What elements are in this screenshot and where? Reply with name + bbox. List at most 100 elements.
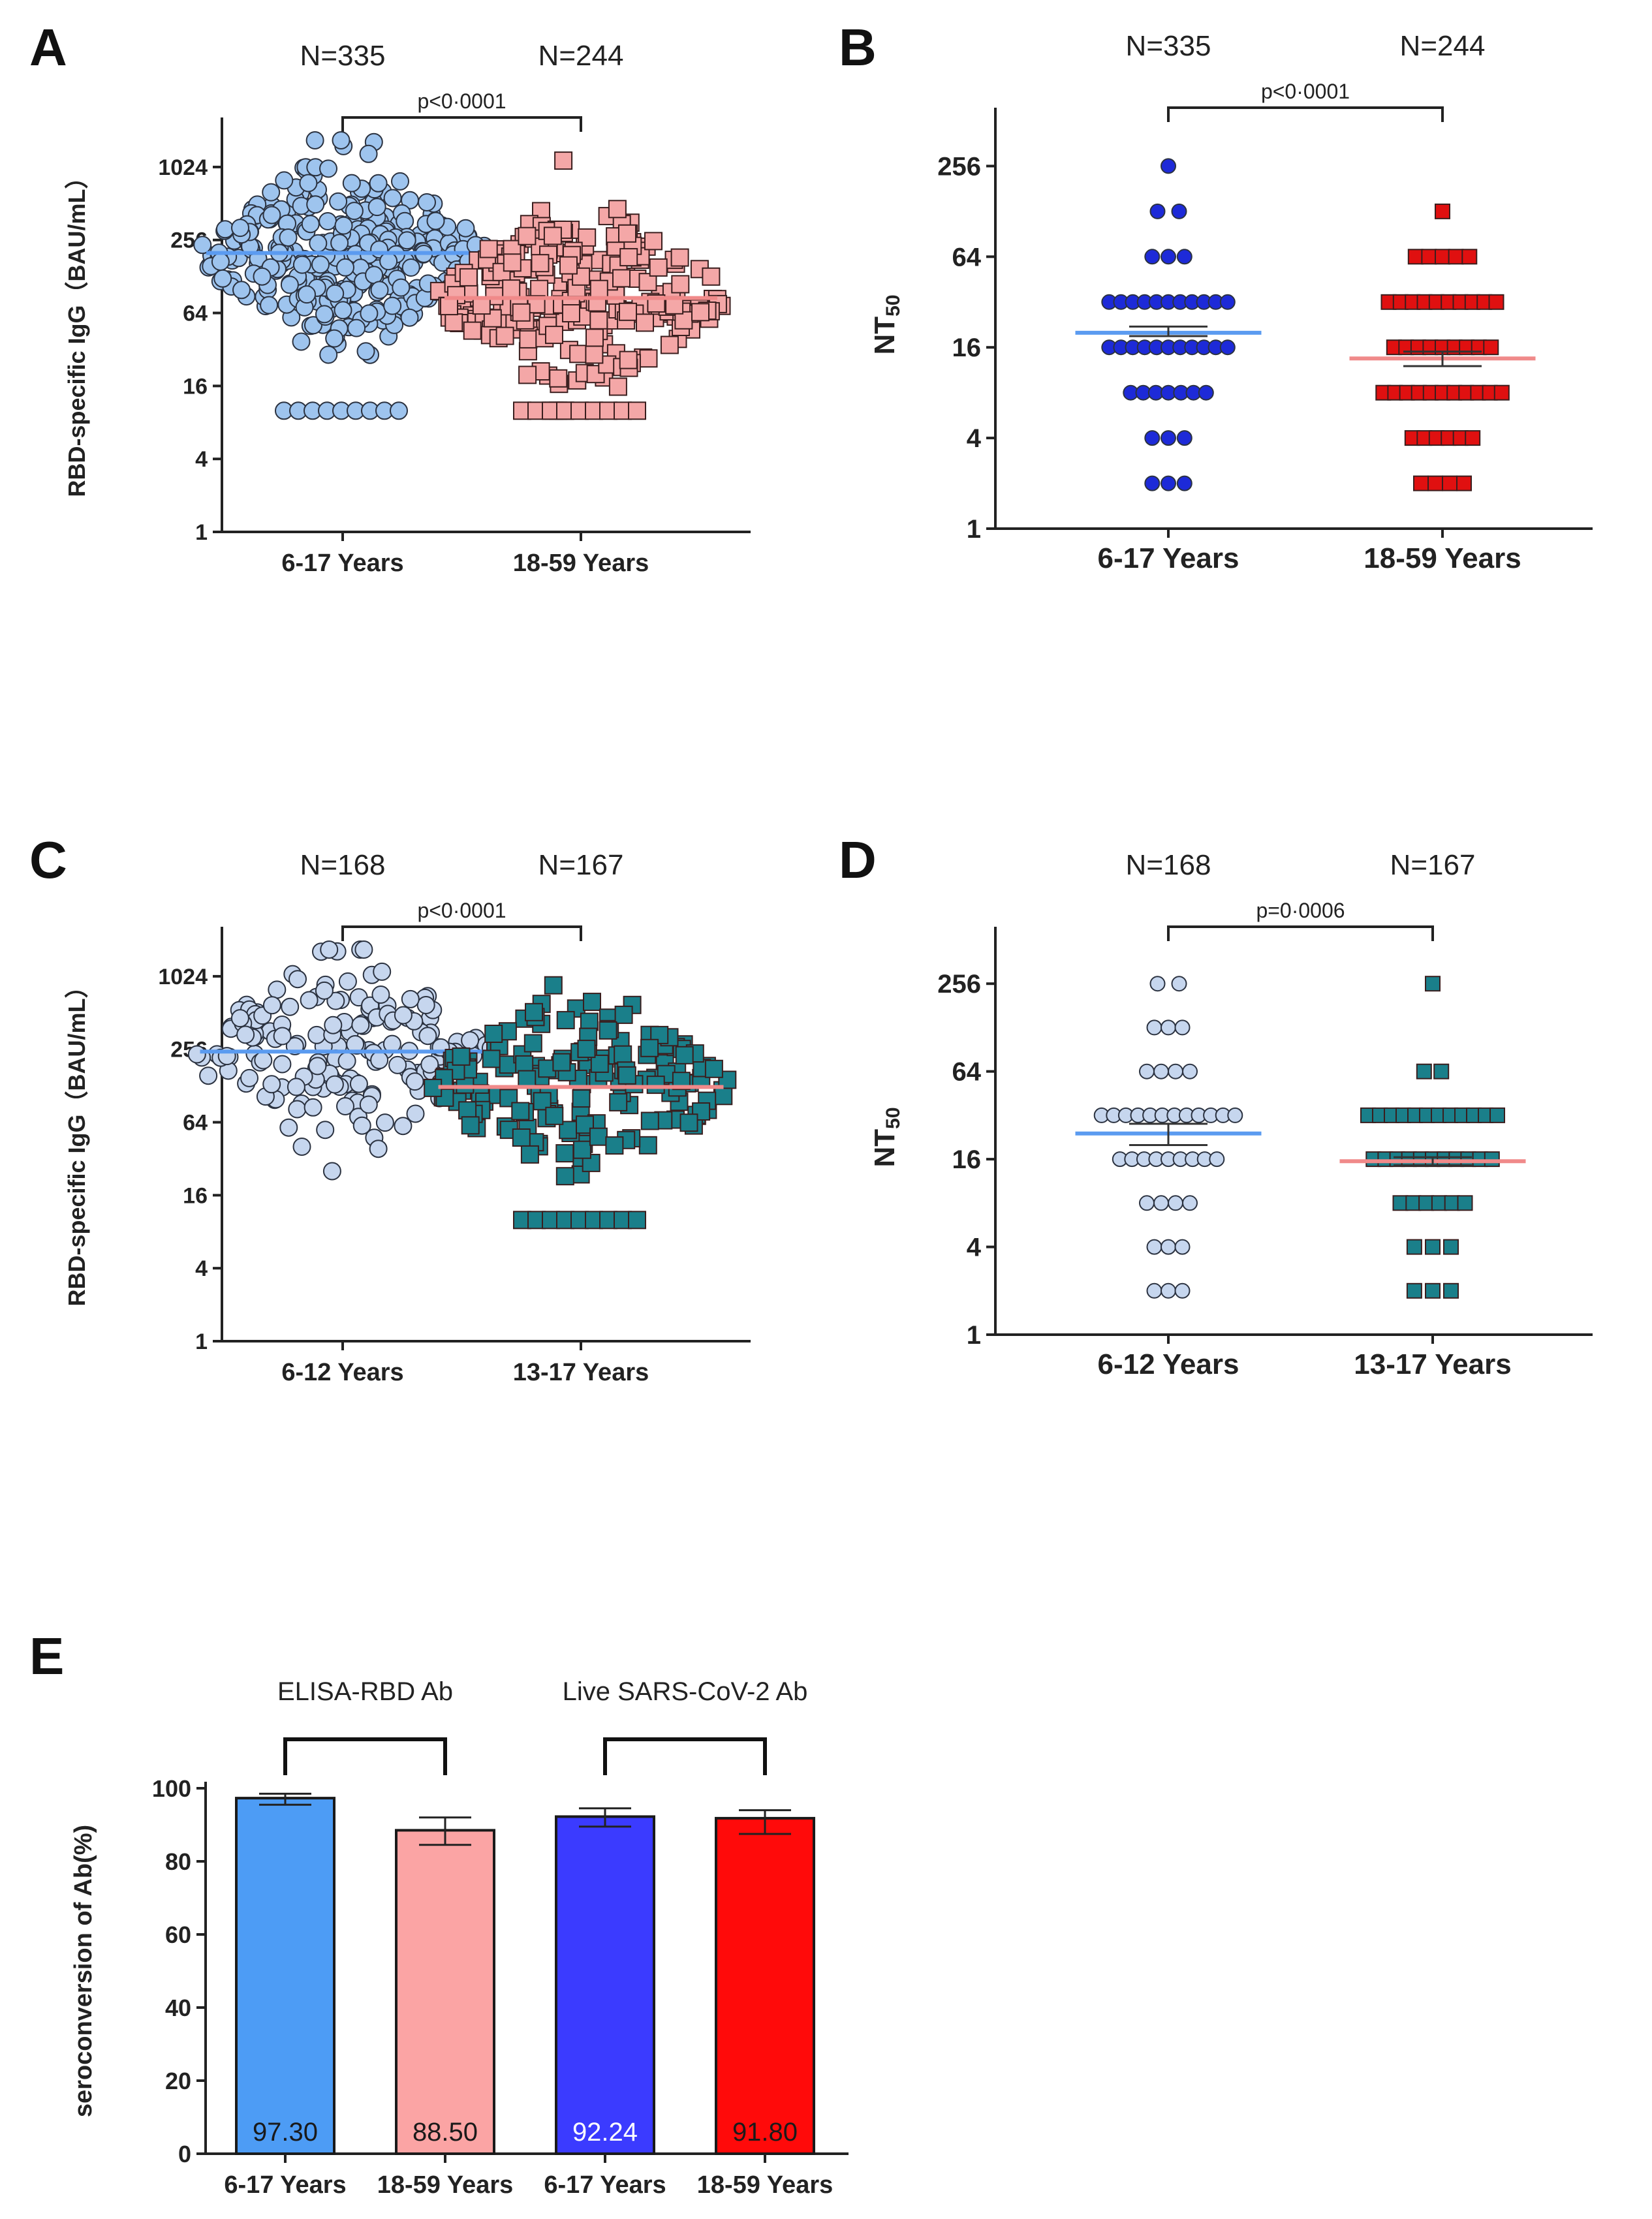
data-point (525, 1002, 543, 1021)
y-tick-label: 16 (183, 374, 208, 399)
data-point (1161, 475, 1176, 491)
data-point (326, 284, 345, 303)
y-tick-label: 256 (937, 152, 981, 181)
significance-bracket (341, 925, 582, 941)
data-point (1174, 1019, 1191, 1036)
data-point (236, 1025, 255, 1044)
data-point (1139, 1063, 1155, 1079)
data-point (619, 302, 637, 321)
y-tick-label: 1 (967, 1321, 981, 1350)
data-point (1444, 1195, 1460, 1211)
data-point (1219, 339, 1236, 356)
data-point (288, 1100, 307, 1119)
data-point (549, 369, 568, 388)
data-point (531, 254, 550, 273)
data-point (461, 1116, 480, 1135)
data-point (572, 1089, 591, 1108)
data-point (420, 1055, 439, 1074)
data-point (1416, 1063, 1432, 1079)
data-point (458, 1101, 477, 1120)
data-point (1176, 475, 1192, 491)
data-point (260, 296, 279, 315)
data-point (1406, 1282, 1422, 1299)
data-point (309, 234, 328, 253)
data-point (1144, 475, 1161, 491)
data-point (367, 198, 386, 217)
data-point (589, 311, 608, 330)
data-point (577, 1040, 596, 1059)
data-point (1182, 1063, 1198, 1079)
data-point (292, 255, 311, 274)
n-label: N=335 (1126, 30, 1211, 62)
data-point (315, 981, 334, 1000)
data-point (636, 313, 654, 332)
n-label: N=335 (300, 40, 386, 72)
data-point (1465, 430, 1481, 446)
data-point (1418, 1195, 1435, 1211)
y-tick-label: 100 (152, 1775, 191, 1802)
data-point (523, 1034, 542, 1053)
data-point (1427, 475, 1443, 491)
data-point (230, 1009, 249, 1028)
y-axis-label: NT50 (869, 294, 904, 354)
data-point (359, 1095, 378, 1114)
data-point (322, 1162, 341, 1181)
data-point (1161, 1019, 1176, 1036)
y-tick-label: 1 (195, 520, 208, 545)
significance-bracket (1167, 925, 1434, 941)
data-point (347, 318, 366, 337)
data-point (1406, 1239, 1422, 1255)
data-point (1182, 1195, 1198, 1211)
data-point (1407, 249, 1424, 265)
data-point (416, 996, 435, 1014)
y-tick-label: 64 (183, 1110, 208, 1135)
panel-b: 1 4 16 64 256 NT50 6-17 Years 18-59 Years N=335 N… (869, 30, 1593, 574)
data-point (319, 345, 338, 364)
data-point (646, 1076, 665, 1094)
y-tick-label: 4 (967, 424, 982, 453)
data-point (675, 1046, 694, 1064)
data-point (435, 1088, 454, 1107)
data-point (644, 232, 662, 251)
data-point (552, 1053, 571, 1072)
data-point (589, 1127, 608, 1146)
data-point (305, 131, 324, 149)
y-axis-label: NT50 (869, 1107, 904, 1167)
data-point (307, 1025, 326, 1044)
data-point (299, 174, 318, 193)
data-point (262, 996, 281, 1015)
data-point (326, 991, 345, 1010)
data-point (1139, 1195, 1155, 1211)
data-point (555, 1167, 574, 1186)
y-tick-label: 1024 (158, 965, 208, 989)
data-point (400, 308, 419, 327)
data-point (583, 993, 601, 1012)
data-point (320, 940, 339, 959)
data-point (329, 192, 348, 211)
significance-bracket (1167, 106, 1444, 122)
group-label: ELISA-RBD Ab (277, 1677, 453, 1706)
data-point (569, 345, 588, 364)
data-point (638, 1136, 657, 1155)
data-point (1484, 1151, 1500, 1168)
data-point (1161, 249, 1176, 265)
bar (235, 1797, 335, 2156)
panel-d: 1 4 16 64 256 NT50 6-12 Years 13-17 Years N=168 N… (869, 849, 1593, 1380)
data-point (375, 1113, 394, 1132)
data-point (325, 329, 344, 348)
data-point (543, 226, 562, 245)
data-point (1443, 1239, 1459, 1255)
data-point (554, 151, 573, 170)
data-point (379, 252, 398, 271)
data-point (640, 1038, 659, 1057)
data-point (639, 349, 658, 368)
data-point (608, 200, 627, 219)
bar (715, 1816, 815, 2155)
data-point (369, 1140, 388, 1158)
data-point (530, 279, 549, 298)
data-point (704, 1059, 723, 1078)
data-point (336, 258, 354, 277)
data-point (1435, 249, 1450, 265)
data-point (1483, 339, 1499, 356)
data-point (511, 1102, 530, 1121)
